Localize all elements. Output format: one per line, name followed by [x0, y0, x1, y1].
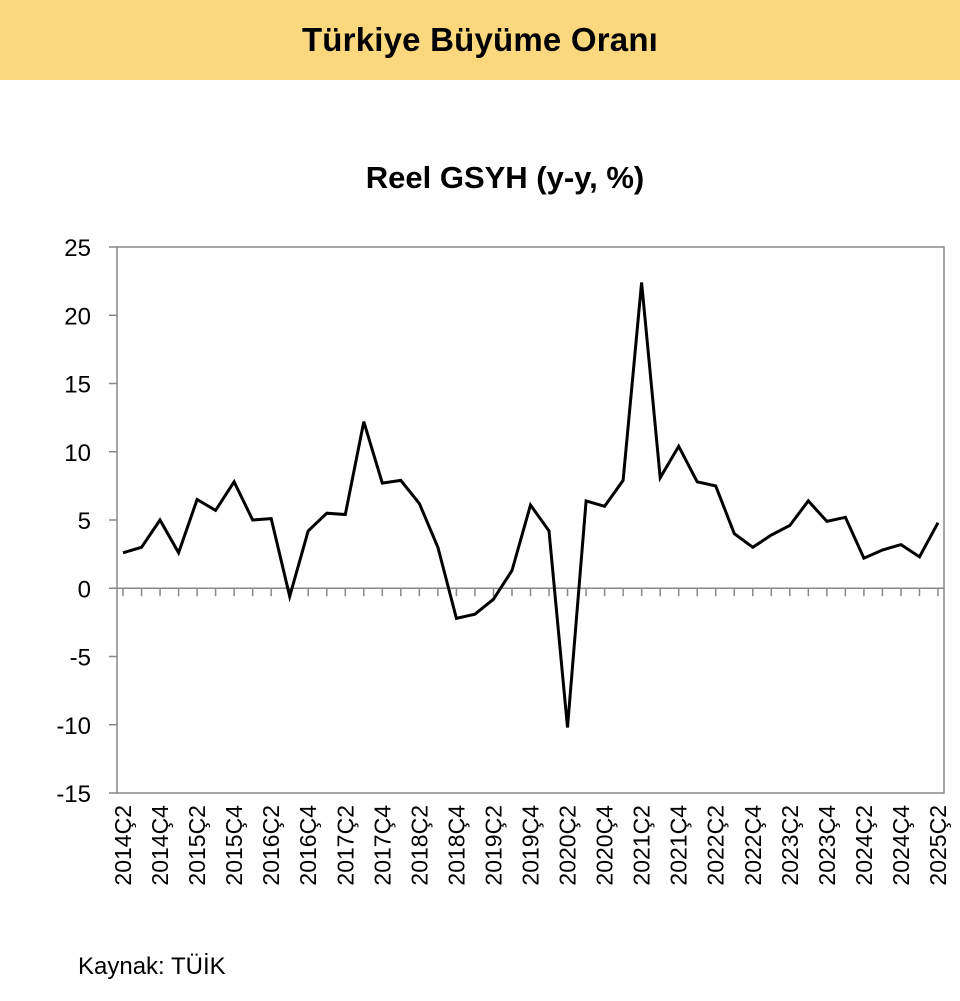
x-tick-label: 2017Ç2 [332, 805, 358, 886]
x-tick-label: 2015Ç2 [184, 805, 210, 886]
x-tick-label: 2024Ç4 [888, 805, 914, 886]
x-tick-label: 2022Ç4 [740, 805, 766, 886]
y-tick-label: 20 [64, 303, 91, 330]
x-tick-label: 2015Ç4 [221, 805, 247, 886]
x-tick-label: 2020Ç2 [555, 805, 581, 886]
source-note: Kaynak: TÜİK [78, 953, 226, 980]
x-tick-label: 2023Ç2 [777, 805, 803, 886]
x-tick-label: 2019Ç4 [518, 805, 544, 886]
x-tick-label: 2017Ç4 [369, 805, 395, 886]
x-tick-label: 2021Ç4 [666, 805, 692, 886]
y-tick-label: 5 [78, 508, 91, 535]
x-tick-label: 2023Ç4 [814, 805, 840, 886]
y-tick-label: -15 [56, 781, 91, 808]
x-tick-label: 2018Ç2 [406, 805, 432, 886]
y-tick-label: 0 [78, 576, 91, 603]
y-tick-label: -5 [70, 645, 91, 672]
x-tick-label: 2016Ç2 [258, 805, 284, 886]
y-tick-label: -10 [56, 713, 91, 740]
y-tick-label: 15 [64, 372, 91, 399]
x-tick-label: 2025Ç2 [925, 805, 951, 886]
x-tick-label: 2016Ç4 [295, 805, 321, 886]
x-tick-label: 2020Ç4 [592, 805, 618, 886]
x-tick-label: 2021Ç2 [629, 805, 655, 886]
x-tick-label: 2019Ç2 [480, 805, 506, 886]
x-tick-label: 2022Ç2 [703, 805, 729, 886]
plot-area-frame [116, 246, 945, 794]
y-tick-label: 25 [64, 235, 91, 262]
header-banner: Türkiye Büyüme Oranı [0, 0, 960, 80]
x-tick-label: 2014Ç4 [147, 805, 173, 886]
chart-title: Reel GSYH (y-y, %) [365, 160, 645, 195]
x-tick-label: 2014Ç2 [110, 805, 136, 886]
x-tick-label: 2024Ç2 [851, 805, 877, 886]
x-tick-label: 2018Ç4 [443, 805, 469, 886]
y-tick-label: 10 [64, 440, 91, 467]
page-title: Türkiye Büyüme Oranı [301, 21, 659, 58]
